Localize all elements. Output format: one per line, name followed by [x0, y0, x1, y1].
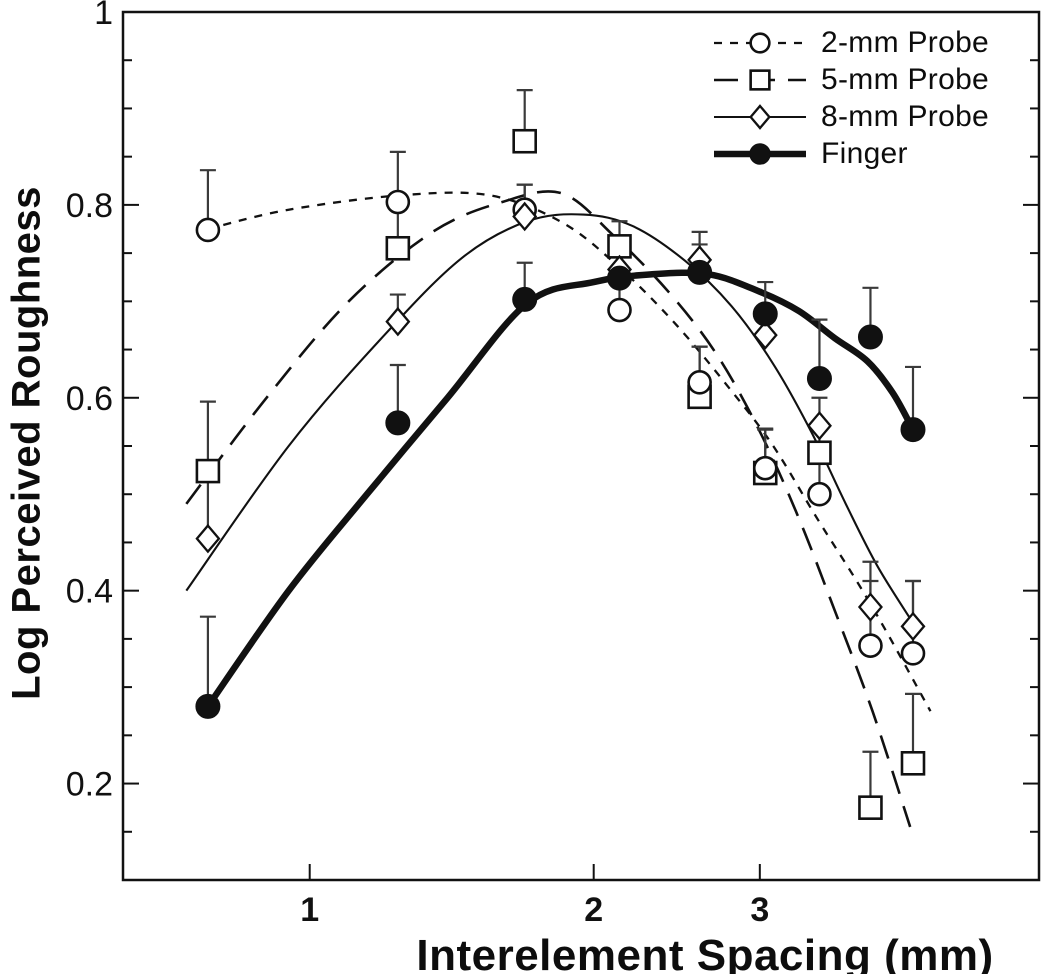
y-tick-label: 0.2: [66, 766, 113, 804]
open-circle-marker: [385, 189, 411, 215]
filled-circle-marker: [195, 693, 221, 719]
open-circle-marker: [807, 481, 832, 507]
open-circle-marker: [858, 633, 883, 658]
legend-marker-2mm-probe-icon: [714, 31, 806, 54]
filled-circle-marker: [687, 259, 713, 285]
open-circle-marker: [607, 297, 632, 323]
filled-circle-marker: [752, 301, 778, 327]
filled-circle-marker: [806, 365, 832, 391]
series-probe-5mm: [195, 128, 926, 820]
filled-circle-marker: [857, 324, 883, 350]
open-diamond-marker: [806, 410, 832, 441]
series-probe-8mm: [195, 201, 926, 642]
open-diamond-marker: [752, 320, 778, 350]
open-square-marker: [807, 440, 832, 466]
filled-circle-marker: [749, 142, 771, 165]
legend-marker-finger-icon: [714, 142, 806, 165]
legend-item-finger: Finger: [714, 135, 989, 172]
legend-item-8mm-probe: 8-mm Probe: [714, 98, 989, 135]
chart-legend: 2-mm Probe 5-mm Probe 8-mm Probe Finger: [714, 24, 989, 172]
error-bars: [199, 89, 921, 808]
legend-label: 2-mm Probe: [821, 25, 990, 59]
open-square-marker: [900, 751, 926, 776]
fit-curve-probe-2mm: [207, 191, 932, 712]
open-diamond-marker: [749, 103, 771, 130]
filled-circle-marker: [606, 265, 632, 291]
open-square-marker: [749, 68, 771, 91]
x-axis-tick-labels: 1 2 3: [300, 891, 769, 929]
y-tick-label: 0.4: [66, 573, 113, 611]
open-circle-marker: [752, 455, 778, 481]
x-tick-label: 1: [300, 891, 319, 929]
x-tick-label: 2: [584, 891, 603, 929]
open-square-marker: [385, 235, 411, 261]
open-square-marker: [607, 234, 632, 259]
open-circle-marker: [687, 370, 712, 395]
legend-marker-5mm-probe-icon: [714, 68, 806, 91]
open-square-marker: [858, 795, 883, 820]
legend-label: 5-mm Probe: [821, 62, 990, 96]
y-tick-label: 1: [94, 0, 113, 32]
open-diamond-marker: [512, 201, 538, 232]
filled-circle-marker: [900, 417, 926, 443]
y-tick-label: 0.6: [66, 380, 113, 418]
fit-curve-finger: [205, 269, 916, 709]
legend-item-5mm-probe: 5-mm Probe: [714, 61, 989, 98]
open-square-marker: [195, 458, 221, 484]
x-tick-label: 3: [750, 891, 769, 929]
legend-marker-8mm-probe-icon: [714, 103, 806, 130]
open-circle-marker: [900, 641, 926, 666]
y-axis-tick-labels: 1 0.8 0.6 0.4 0.2: [66, 0, 113, 804]
x-axis-title: Interelement Spacing (mm): [416, 931, 994, 974]
filled-circle-marker: [512, 286, 538, 312]
open-diamond-marker: [385, 306, 411, 337]
open-square-marker: [512, 128, 537, 154]
open-circle-marker: [195, 217, 221, 243]
legend-item-2mm-probe: 2-mm Probe: [714, 24, 989, 61]
y-axis-title: Log Perceived Roughness: [4, 186, 49, 700]
x-axis-ticks: [308, 864, 761, 880]
legend-label: Finger: [821, 136, 908, 170]
legend-label: 8-mm Probe: [821, 99, 990, 133]
y-tick-label: 0.8: [66, 187, 113, 225]
open-diamond-marker: [195, 523, 221, 554]
series-finger: [195, 259, 926, 719]
fit-curve-probe-5mm: [185, 190, 912, 828]
open-diamond-marker: [900, 611, 926, 642]
open-circle-marker: [749, 31, 771, 54]
filled-circle-marker: [385, 410, 411, 436]
fit-curve-probe-8mm: [185, 213, 915, 625]
y-axis-ticks: [123, 59, 1039, 833]
open-diamond-marker: [857, 592, 883, 622]
